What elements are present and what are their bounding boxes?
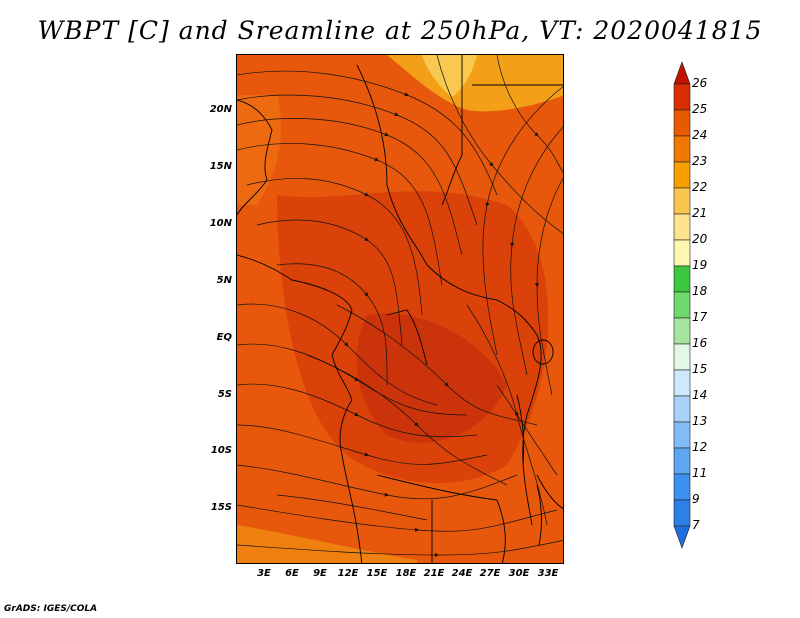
lon-label-12e: 12E <box>337 568 359 579</box>
lon-label-21e: 21E <box>423 568 445 579</box>
wbpt-lowest-region-north <box>422 55 477 97</box>
colorbar-bottom-arrow <box>673 525 691 549</box>
colorbar-segment <box>673 161 691 189</box>
colorbar-label: 23 <box>692 154 708 168</box>
lon-label-6e: 6E <box>285 568 299 579</box>
colorbar-segment <box>673 395 691 423</box>
colorbar-segment <box>673 291 691 319</box>
lat-label-15s: 15S <box>210 502 232 513</box>
lon-label-30e: 30E <box>508 568 530 579</box>
colorbar-segment <box>673 109 691 137</box>
colorbar-label: 20 <box>692 232 708 246</box>
colorbar <box>673 61 691 549</box>
colorbar-segment <box>673 239 691 267</box>
colorbar-label: 25 <box>692 102 708 116</box>
lon-label-15e: 15E <box>366 568 388 579</box>
lon-label-3e: 3E <box>257 568 271 579</box>
lat-label-5n: 5N <box>216 275 232 286</box>
grads-credit: GrADS: IGES/COLA <box>4 604 98 614</box>
map-title: WBPT [C] and Sreamline at 250hPa, VT: 20… <box>37 16 763 45</box>
colorbar-label: 14 <box>692 388 708 402</box>
wbpt-streamline-map <box>237 55 563 563</box>
colorbar-label: 16 <box>692 336 708 350</box>
lon-label-9e: 9E <box>313 568 327 579</box>
lat-label-eq: EQ <box>216 332 232 343</box>
colorbar-label: 21 <box>692 206 708 220</box>
colorbar-segment <box>673 213 691 241</box>
colorbar-label: 22 <box>692 180 708 194</box>
streamlines <box>237 55 563 558</box>
lon-label-33e: 33E <box>537 568 559 579</box>
colorbar-label: 26 <box>692 76 708 90</box>
colorbar-segment <box>673 265 691 293</box>
colorbar-segment <box>673 343 691 371</box>
colorbar-label: 19 <box>692 258 708 272</box>
colorbar-label: 9 <box>692 492 700 506</box>
colorbar-label: 7 <box>692 518 700 532</box>
colorbar-segment <box>673 447 691 475</box>
colorbar-label: 24 <box>692 128 708 142</box>
colorbar-segment <box>673 135 691 163</box>
lat-label-10n: 10N <box>209 218 232 229</box>
lon-label-18e: 18E <box>395 568 417 579</box>
map-panel <box>236 54 564 564</box>
wbpt-core-region <box>356 313 507 443</box>
colorbar-label: 18 <box>692 284 708 298</box>
colorbar-label: 12 <box>692 440 708 454</box>
colorbar-label: 15 <box>692 362 708 376</box>
lon-label-27e: 27E <box>479 568 501 579</box>
colorbar-segment <box>673 187 691 215</box>
lat-label-10s: 10S <box>210 445 232 456</box>
colorbar-top-arrow <box>673 61 691 85</box>
colorbar-segment <box>673 83 691 111</box>
lat-label-20n: 20N <box>209 104 232 115</box>
colorbar-label: 13 <box>692 414 708 428</box>
country-borders <box>237 55 563 563</box>
lat-label-5s: 5S <box>217 389 232 400</box>
lon-label-24e: 24E <box>451 568 473 579</box>
lakes <box>516 339 554 546</box>
colorbar-label: 17 <box>692 310 708 324</box>
colorbar-segment <box>673 421 691 449</box>
colorbar-label: 11 <box>692 466 708 480</box>
colorbar-segment <box>673 499 691 527</box>
colorbar-segment <box>673 317 691 345</box>
lat-label-15n: 15N <box>209 161 232 172</box>
colorbar-segment <box>673 473 691 501</box>
colorbar-segment <box>673 369 691 397</box>
